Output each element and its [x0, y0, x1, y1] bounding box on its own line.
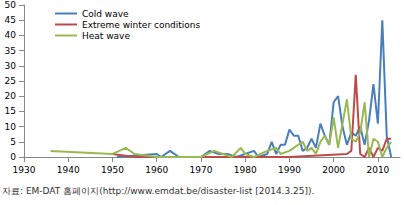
svg-text:2000: 2000 — [322, 165, 345, 175]
svg-text:1970: 1970 — [189, 165, 212, 175]
svg-text:20: 20 — [5, 91, 17, 101]
svg-text:25: 25 — [5, 76, 16, 86]
svg-text:50: 50 — [5, 0, 17, 10]
svg-text:1980: 1980 — [234, 165, 257, 175]
svg-text:1930: 1930 — [13, 165, 36, 175]
svg-text:5: 5 — [10, 137, 16, 147]
svg-text:1940: 1940 — [57, 165, 80, 175]
svg-text:10: 10 — [5, 122, 17, 132]
svg-text:1960: 1960 — [145, 165, 168, 175]
svg-text:30: 30 — [5, 61, 17, 71]
svg-text:35: 35 — [5, 46, 16, 56]
svg-text:Heat wave: Heat wave — [82, 31, 130, 41]
svg-text:40: 40 — [5, 30, 17, 40]
svg-text:0: 0 — [10, 152, 16, 162]
svg-text:1990: 1990 — [278, 165, 301, 175]
svg-text:45: 45 — [5, 15, 16, 25]
svg-text:자료: EM-DAT 홈페이지(http://www.emd: 자료: EM-DAT 홈페이지(http://www.emdat.be/disa… — [2, 186, 314, 196]
svg-text:Extreme winter conditions: Extreme winter conditions — [82, 20, 201, 30]
svg-text:Cold wave: Cold wave — [82, 9, 129, 19]
svg-text:1950: 1950 — [101, 165, 124, 175]
svg-text:2010: 2010 — [366, 165, 389, 175]
svg-text:15: 15 — [5, 106, 16, 116]
